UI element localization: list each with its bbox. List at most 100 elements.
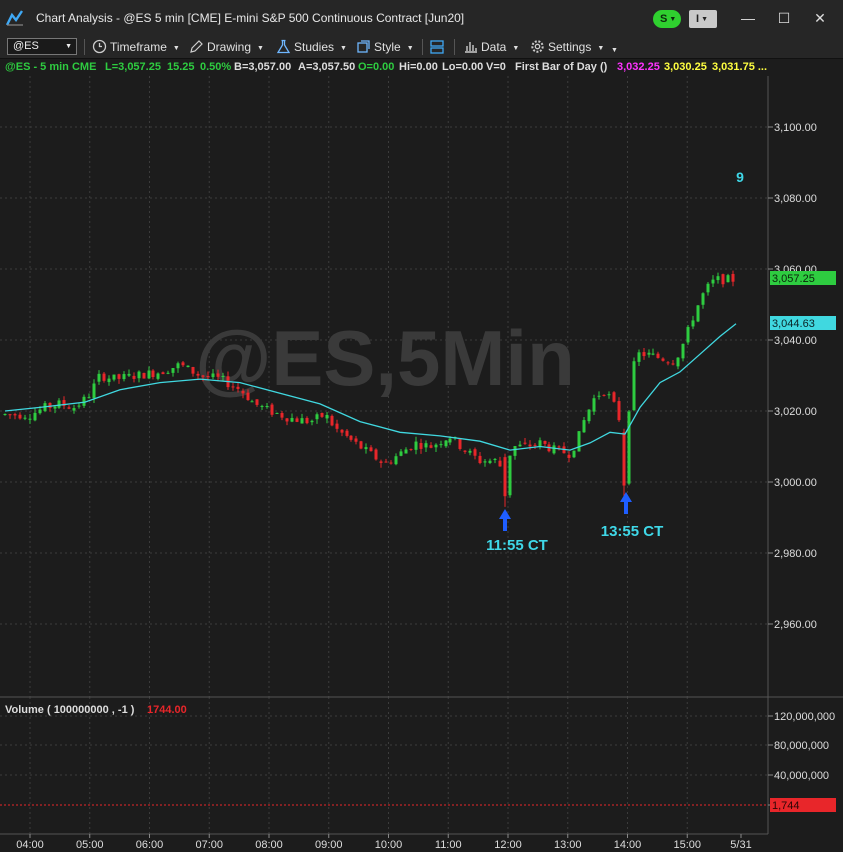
maximize-button[interactable]: ☐ [777,10,791,26]
candle-body [622,432,626,486]
studies-menu[interactable]: Studies ▼ [276,39,347,55]
time-tick-label: 15:00 [673,839,701,851]
window-title: Chart Analysis - @ES 5 min [CME] E-mini … [36,11,465,25]
candle-body [681,343,685,359]
candle-body [171,368,175,373]
drawing-menu[interactable]: Drawing ▼ [189,39,264,55]
minimize-button[interactable]: — [741,10,755,26]
info-ask: A=3,057.50 [298,61,356,73]
candle-body [582,420,586,433]
info-last: L=3,057.25 [105,61,161,73]
toolbar-divider [454,39,455,55]
toolbar-overflow-button[interactable]: ▼ [611,47,618,54]
pencil-icon [190,40,203,53]
bar-count-label: 9 [736,169,744,185]
candle-body [147,370,151,379]
volume-tick-label: 80,000,000 [774,740,829,752]
candle-body [374,449,378,460]
candle-body [468,450,472,453]
layout-button[interactable] [429,39,448,55]
info-pct: 0.50% [200,61,232,73]
info-volume: V=0 [486,61,506,73]
candle-body [241,390,245,394]
time-tick-label: 14:00 [614,839,642,851]
candle-body [255,399,259,405]
candle-body [28,418,32,420]
time-tick-label: 10:00 [375,839,403,851]
candle-body [671,363,675,365]
grid-lines [0,76,768,834]
close-button[interactable]: ✕ [814,10,826,26]
flask-icon [276,39,291,54]
candle-body [102,373,106,381]
connection-status-button[interactable]: S ▼ [653,10,681,28]
data-menu[interactable]: Data ▼ [463,39,519,55]
signal-arrow-2 [620,492,632,514]
candle-body [419,442,423,449]
candle-body [686,327,690,343]
candle-body [8,414,12,416]
candle-body [359,441,363,449]
ma-value-tag-text: 3,044.63 [772,318,815,330]
candle-body [132,375,136,379]
price-tick-label: 3,020.00 [774,406,817,418]
candle-body [607,394,611,396]
candle-body [706,283,710,293]
info-study-value-3: 3,031.75 ... [712,61,768,73]
candle-body [627,411,631,484]
candle-body [265,405,269,407]
settings-menu[interactable]: Settings ▼ [530,39,604,55]
candle-body [414,441,418,450]
candle-body [290,417,294,422]
price-tick-label: 3,000.00 [774,477,817,489]
candle-body [246,392,250,401]
candle-body [330,415,334,426]
symbol-input[interactable]: @ES ▼ [7,38,77,55]
info-change: 15.25 [167,61,195,73]
candle-body [315,414,319,420]
ma-value-tag [770,316,836,330]
chevron-down-icon: ▼ [257,45,264,52]
chevron-down-icon: ▼ [512,45,520,52]
style-menu[interactable]: Style ▼ [356,39,414,55]
candle-body [122,374,126,380]
volume-label: Volume ( 100000000 , -1 ) [5,704,135,716]
candle-body [493,458,497,460]
candle-body [651,353,655,355]
candle-body [23,417,27,419]
volume-tick-label: 120,000,000 [774,711,835,723]
candle-body [300,418,304,424]
candle-body [523,442,527,444]
candle-body [82,396,86,406]
chart-area[interactable]: @ES,5Min 11:55 CT 13:55 CT 9 3,100.00 3,0… [0,76,843,852]
candle-body [250,401,254,403]
time-axis[interactable]: 04:00 05:00 06:00 07:00 08:00 09:00 10:00 11:00… [16,834,752,851]
candle-body [117,374,121,379]
candle-body [478,455,482,463]
symbol-info-bar: @ES - 5 min CME L=3,057.25 15.25 0.50% B… [0,59,768,75]
candle-body [572,450,576,458]
candle-body [107,378,111,383]
chevron-down-icon: ▼ [669,16,677,23]
candle-body [142,372,146,379]
last-price-tag [770,271,836,285]
chevron-down-icon: ▼ [172,45,180,52]
candle-body [577,431,581,452]
timeframe-menu[interactable]: Timeframe ▼ [92,39,180,55]
candle-body [166,372,170,374]
candle-body [696,305,700,322]
candle-body [260,405,264,407]
candle-body [369,447,373,452]
clock-icon [92,39,107,54]
volume-grid-lines [0,715,768,776]
style-icon [357,40,370,53]
candle-body [280,413,284,418]
candle-body [211,373,215,378]
time-tick-label: 04:00 [16,839,44,851]
info-status-button[interactable]: I ▼ [689,10,717,28]
candle-body [647,352,651,355]
info-bid: B=3,057.00 [234,61,292,73]
candle-body [409,448,413,450]
candle-body [201,375,205,377]
chart-toolbar: @ES ▼ Timeframe ▼ Drawing ▼ Studies ▼ Style ▼… [0,36,843,59]
